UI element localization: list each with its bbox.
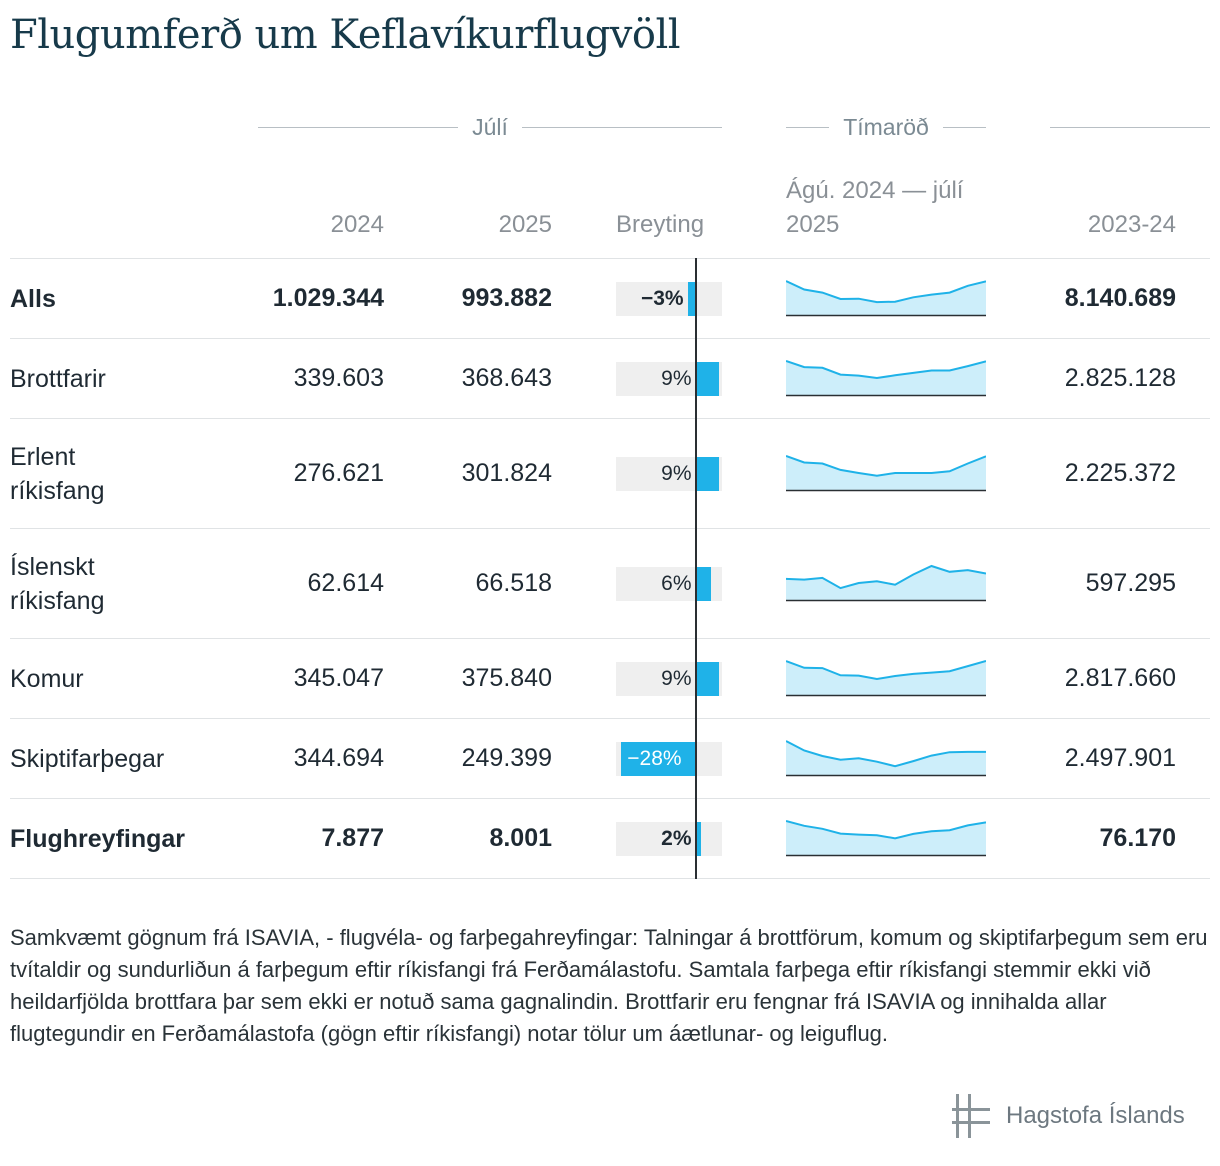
value-2024: 339.603 xyxy=(293,364,384,392)
table-row: Flughreyfingar 7.877 8.001 2% 76.170 xyxy=(10,799,1210,879)
table-row: Alls 1.029.344 993.882 −3% 8.140.689 xyxy=(10,258,1210,339)
row-label: Alls xyxy=(10,284,56,313)
change-bar-fill xyxy=(695,821,701,856)
chart-title: Flugumferð um Keflavíkurflugvöll xyxy=(10,12,681,58)
col-header-2025: 2025 xyxy=(498,211,552,238)
change-bar: −3% xyxy=(616,281,722,316)
sparkline-area xyxy=(786,820,986,855)
value-2023-24: 2.825.128 xyxy=(1064,364,1176,392)
sparkline-line xyxy=(786,659,986,680)
change-label: 9% xyxy=(661,666,692,690)
sparkline xyxy=(786,819,986,856)
change-bar: 2% xyxy=(616,821,722,856)
row-label: Íslenskt ríkisfang xyxy=(10,552,105,615)
col-header-sparkline-line2: 2025 xyxy=(786,211,840,238)
sparkline-line xyxy=(786,359,986,379)
group-label-julí: Júlí xyxy=(472,113,508,140)
table-row: Skiptifarþegar 344.694 249.399 −28% 2.49… xyxy=(10,719,1210,799)
value-2024: 345.047 xyxy=(293,664,384,692)
change-bar: 6% xyxy=(616,566,722,601)
value-2023-24: 2.225.372 xyxy=(1064,459,1176,487)
col-header-change: Breyting xyxy=(616,211,705,238)
hagstofa-logo-icon xyxy=(952,1094,990,1138)
change-bar: 9% xyxy=(616,361,722,396)
table-row: Erlent ríkisfang 276.621 301.824 9% 2.22… xyxy=(10,419,1210,529)
col-header-sparkline-line1: Ágú. 2024 — júlí xyxy=(786,177,964,204)
change-label: 9% xyxy=(661,461,692,485)
sparkline xyxy=(786,359,986,396)
value-2025: 249.399 xyxy=(461,744,552,772)
change-label: −28% xyxy=(627,746,682,770)
sparkline xyxy=(786,454,986,491)
group-header-timarod: Tímaröð xyxy=(786,112,987,142)
sparkline-area xyxy=(786,740,986,775)
change-label: 9% xyxy=(661,366,692,390)
divider xyxy=(258,126,459,128)
table-row: Brottfarir 339.603 368.643 9% 2.825.128 xyxy=(10,339,1210,419)
row-label: Skiptifarþegar xyxy=(10,744,165,773)
sparkline xyxy=(786,279,986,316)
table-row: Komur 345.047 375.840 9% 2.817.660 xyxy=(10,639,1210,719)
row-label: Erlent ríkisfang xyxy=(10,442,105,505)
value-2024: 62.614 xyxy=(307,569,384,597)
value-2025: 8.001 xyxy=(489,824,552,852)
sparkline-line xyxy=(786,454,986,477)
value-2023-24: 8.140.689 xyxy=(1064,284,1176,312)
sparkline-area xyxy=(786,360,986,395)
change-label: 2% xyxy=(661,826,692,850)
value-2025: 993.882 xyxy=(461,284,552,312)
value-2024: 276.621 xyxy=(293,459,384,487)
group-header-julí: Júlí xyxy=(258,112,723,142)
change-label: 6% xyxy=(661,571,692,595)
value-2025: 301.824 xyxy=(461,459,552,487)
col-header-2023-24: 2023-24 xyxy=(1087,211,1176,238)
value-2023-24: 2.817.660 xyxy=(1064,664,1176,692)
sparkline-area xyxy=(786,455,986,490)
table-row: Íslenskt ríkisfang 62.614 66.518 6% 597.… xyxy=(10,529,1210,639)
value-2023-24: 76.170 xyxy=(1099,824,1176,852)
value-2025: 375.840 xyxy=(461,664,552,692)
divider xyxy=(521,126,723,128)
change-bar: −28% xyxy=(616,741,722,776)
value-2024: 7.877 xyxy=(321,824,384,852)
change-bar: 9% xyxy=(616,456,722,491)
value-2023-24: 2.497.901 xyxy=(1064,744,1176,772)
sparkline xyxy=(786,564,986,601)
divider xyxy=(942,126,987,128)
group-label-timarod: Tímaröð xyxy=(843,113,929,140)
change-bar-fill xyxy=(695,456,720,491)
change-label: −3% xyxy=(640,286,684,310)
change-bar-fill xyxy=(621,741,696,776)
col-header-2024: 2024 xyxy=(330,211,384,238)
change-bar-fill xyxy=(695,566,712,601)
change-bar-fill xyxy=(687,281,696,316)
logo: Hagstofa Íslands xyxy=(952,1094,1185,1138)
sparkline-line xyxy=(786,739,986,767)
divider xyxy=(786,126,830,128)
row-label: Brottfarir xyxy=(10,364,106,393)
zero-axis-line xyxy=(695,258,697,879)
change-bar-fill xyxy=(695,361,720,396)
sparkline xyxy=(786,659,986,696)
value-2025: 368.643 xyxy=(461,364,552,392)
value-2024: 344.694 xyxy=(293,744,384,772)
row-label: Komur xyxy=(10,664,84,693)
sparkline-line xyxy=(786,564,986,589)
change-bar-fill xyxy=(695,661,720,696)
sparkline-area xyxy=(786,280,986,315)
value-2023-24: 597.295 xyxy=(1085,569,1176,597)
logo-text: Hagstofa Íslands xyxy=(1006,1102,1185,1129)
sparkline-line xyxy=(786,819,986,839)
value-2024: 1.029.344 xyxy=(272,284,384,312)
sparkline xyxy=(786,739,986,776)
divider xyxy=(1050,127,1210,128)
sparkline-line xyxy=(786,279,986,303)
row-label: Flughreyfingar xyxy=(10,824,186,853)
change-bar: 9% xyxy=(616,661,722,696)
footnote: Samkvæmt gögnum frá ISAVIA, - flugvéla- … xyxy=(10,925,1208,1046)
value-2025: 66.518 xyxy=(475,569,552,597)
